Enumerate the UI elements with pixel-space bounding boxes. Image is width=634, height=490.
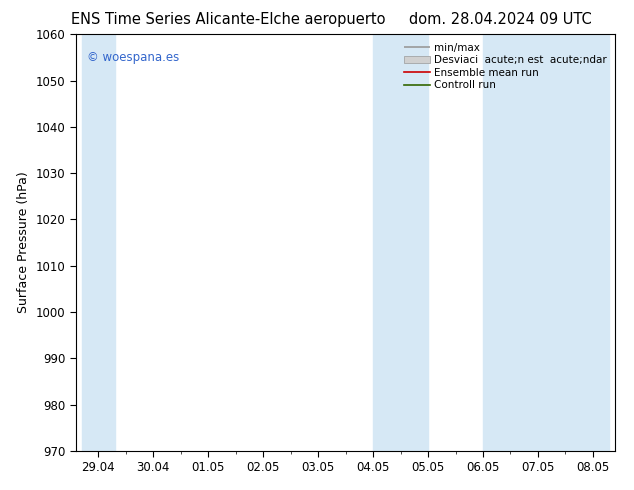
Text: © woespana.es: © woespana.es: [87, 51, 179, 64]
Text: dom. 28.04.2024 09 UTC: dom. 28.04.2024 09 UTC: [410, 12, 592, 27]
Legend: min/max, Desviaci  acute;n est  acute;ndar, Ensemble mean run, Controll run: min/max, Desviaci acute;n est acute;ndar…: [401, 40, 610, 94]
Y-axis label: Surface Pressure (hPa): Surface Pressure (hPa): [17, 172, 30, 314]
Bar: [483, 34, 609, 451]
Bar: [82, 34, 115, 451]
Text: ENS Time Series Alicante-Elche aeropuerto: ENS Time Series Alicante-Elche aeropuert…: [71, 12, 385, 27]
Bar: [373, 34, 428, 451]
